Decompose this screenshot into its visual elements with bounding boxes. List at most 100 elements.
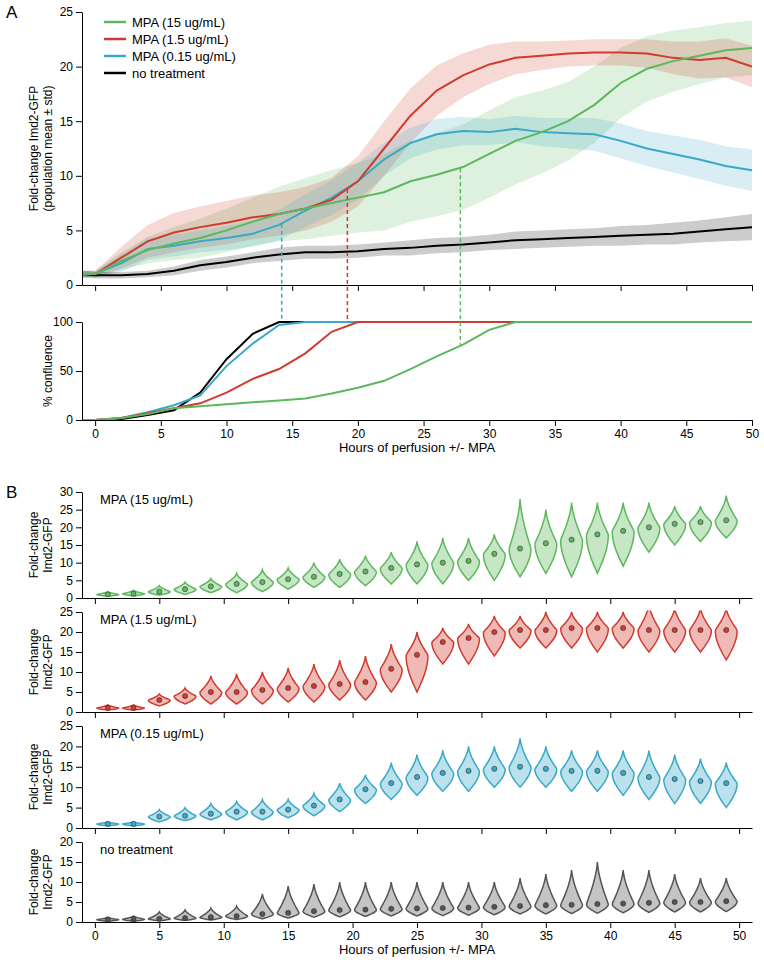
median-dot xyxy=(105,917,110,922)
violin xyxy=(148,810,170,822)
median-dot xyxy=(182,693,187,698)
tick-label: 15 xyxy=(60,855,74,869)
median-dot xyxy=(595,768,600,773)
median-dot xyxy=(517,627,522,632)
tick-mark xyxy=(76,672,82,673)
median-dot xyxy=(414,562,419,567)
median-dot xyxy=(621,901,626,906)
tick: 20 xyxy=(346,922,360,943)
tick xyxy=(288,828,289,834)
tick-mark xyxy=(489,420,490,426)
tick: 15 xyxy=(60,538,82,552)
median-dot xyxy=(543,627,548,632)
axis xyxy=(83,712,753,718)
median-dot xyxy=(234,913,239,918)
tick-label: 25 xyxy=(417,427,431,441)
violin xyxy=(664,611,686,653)
tick-mark xyxy=(752,285,753,291)
violin xyxy=(561,870,583,914)
tick xyxy=(424,285,425,291)
median-dot xyxy=(234,809,239,814)
median-dot xyxy=(466,635,471,640)
tick: 10 xyxy=(218,922,232,943)
tick-mark xyxy=(555,285,556,291)
tick-mark xyxy=(95,285,96,291)
tick xyxy=(675,712,676,718)
median-dot xyxy=(466,905,471,910)
median-dot xyxy=(672,899,677,904)
chart: 0510152025Fold-changeImd2-GFPMPA (0.15 u… xyxy=(27,719,753,835)
violin xyxy=(432,538,454,584)
violin xyxy=(690,878,712,912)
median-dot xyxy=(131,591,136,596)
tick-label: 0 xyxy=(92,427,99,441)
tick-label: 15 xyxy=(60,645,74,659)
tick-label: 20 xyxy=(60,740,74,754)
tick: 30 xyxy=(483,420,497,441)
axis-line xyxy=(82,843,83,923)
violin xyxy=(509,878,531,914)
chart: 0510152025Fold-change Imd2-GFP(populatio… xyxy=(6,3,753,322)
median-dot xyxy=(517,764,522,769)
tick-label: 0 xyxy=(92,929,99,943)
violin xyxy=(123,916,145,921)
violin xyxy=(97,917,119,921)
violin xyxy=(535,874,557,914)
plot-area xyxy=(97,738,737,826)
median-dot xyxy=(311,574,316,579)
median-dot xyxy=(466,558,471,563)
violin xyxy=(355,882,377,916)
tick-label: 5 xyxy=(66,685,73,699)
tick-label: 20 xyxy=(60,625,74,639)
tick: 20 xyxy=(60,625,82,639)
median-dot xyxy=(363,679,368,684)
axis-line xyxy=(83,420,753,421)
tick-label: 5 xyxy=(156,929,163,943)
tick: 25 xyxy=(417,420,431,441)
tick-mark xyxy=(546,828,547,834)
median-dot xyxy=(698,627,703,632)
tick-label: 10 xyxy=(60,556,74,570)
violin xyxy=(690,611,712,653)
tick-mark xyxy=(481,598,482,604)
violin xyxy=(355,656,377,700)
median-dot xyxy=(569,625,574,630)
violin xyxy=(148,694,170,706)
tick-mark xyxy=(675,922,676,928)
violin xyxy=(664,506,686,545)
median-dot xyxy=(182,587,187,592)
tick-mark xyxy=(417,712,418,718)
tick-mark xyxy=(481,828,482,834)
axis: 0510152025 xyxy=(60,5,83,292)
tick xyxy=(481,828,482,834)
tick-mark xyxy=(227,285,228,291)
violin xyxy=(612,503,634,567)
legend-label: MPA (1.5 ug/mL) xyxy=(132,32,229,47)
tick-mark xyxy=(76,726,82,727)
tick xyxy=(739,712,740,718)
median-dot xyxy=(646,900,651,905)
tick xyxy=(546,828,547,834)
axis-title: (population mean ± std) xyxy=(41,86,55,212)
tick-mark xyxy=(353,922,354,928)
violin xyxy=(277,799,299,817)
violin xyxy=(535,510,557,574)
plot-area xyxy=(97,611,737,711)
series-line xyxy=(82,48,752,274)
tick-mark xyxy=(76,510,82,511)
tick-label: 25 xyxy=(60,503,74,517)
median-dot xyxy=(286,577,291,582)
median-dot xyxy=(311,683,316,688)
violin xyxy=(97,705,119,710)
series-line xyxy=(82,129,752,274)
tick: 50 xyxy=(746,420,760,441)
tick-mark xyxy=(76,371,82,372)
tick-mark xyxy=(76,652,82,653)
tick: 10 xyxy=(60,665,82,679)
axis xyxy=(83,828,753,834)
axis xyxy=(83,598,753,604)
axis: 05101520253035404550 xyxy=(83,420,760,441)
tick-label: 25 xyxy=(60,719,74,733)
tick xyxy=(95,285,96,291)
threshold-line xyxy=(460,322,462,346)
